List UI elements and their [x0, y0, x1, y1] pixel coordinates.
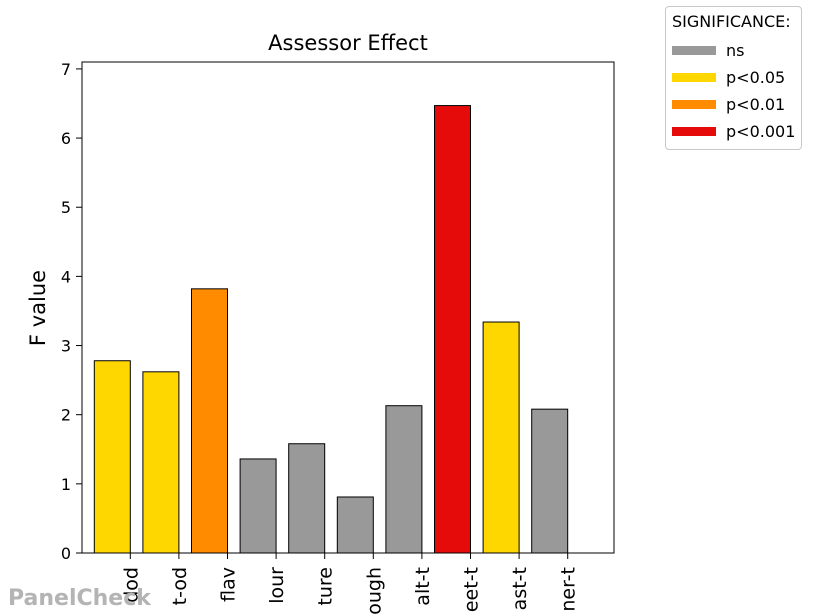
bar-ough: [336, 496, 374, 554]
bars: [93, 105, 569, 554]
y-tick-label: 4: [61, 267, 71, 286]
bar-dod: [93, 360, 131, 554]
y-axis-ticks: 0 1 2 3 4 5 6 7: [61, 60, 82, 563]
x-axis-ticks: dod t-od flav lour ture ough alt-t eet-t ast-t ne…: [120, 553, 580, 614]
legend-swatch: [672, 73, 716, 82]
x-tick-label: eet-t: [461, 567, 483, 612]
x-tick-label: ner-t: [558, 567, 580, 612]
legend-label: p<0.01: [726, 95, 786, 114]
y-axis-label: F value: [26, 270, 50, 346]
bar-eet-t: [434, 105, 471, 554]
legend-title: SIGNIFICANCE:: [672, 12, 791, 31]
x-tick-label: flav: [218, 567, 240, 602]
bar-ture: [288, 443, 326, 554]
legend-item: p<0.001: [672, 118, 795, 145]
x-tick-label: ast-t: [509, 567, 531, 610]
legend-item: ns: [672, 37, 795, 64]
y-tick-label: 5: [61, 198, 71, 217]
legend-swatch: [672, 100, 716, 109]
legend-label: ns: [726, 41, 745, 60]
bar-alt-t: [385, 405, 423, 554]
x-tick-label: t-od: [169, 567, 191, 605]
bar-lour: [239, 458, 277, 554]
y-tick-label: 2: [61, 406, 71, 425]
legend-swatch: [672, 46, 716, 55]
y-tick-label: 3: [61, 337, 71, 356]
bar-flav: [191, 288, 228, 554]
legend-swatch: [672, 127, 716, 136]
plot-area-frame: [81, 61, 615, 554]
legend-label: p<0.001: [726, 122, 796, 141]
chart-title: Assessor Effect: [268, 31, 428, 55]
x-tick-label: ough: [363, 567, 385, 614]
legend-item: p<0.01: [672, 91, 795, 118]
y-tick-label: 6: [61, 129, 71, 148]
x-tick-label: lour: [266, 567, 288, 604]
bar-ast-t: [482, 321, 520, 554]
bar-ner-t: [531, 408, 569, 554]
bar-t-od: [142, 371, 180, 554]
y-tick-label: 7: [61, 60, 71, 79]
x-tick-label: dod: [120, 567, 142, 603]
y-tick-label: 1: [61, 475, 71, 494]
legend-label: p<0.05: [726, 68, 786, 87]
legend-item: p<0.05: [672, 64, 795, 91]
y-tick-label: 0: [61, 544, 71, 563]
x-tick-label: alt-t: [412, 567, 434, 606]
significance-legend: SIGNIFICANCE: ns p<0.05 p<0.01 p<0.001: [665, 6, 803, 150]
x-tick-label: ture: [315, 567, 337, 606]
panelcheck-watermark: PanelCheck: [8, 586, 151, 611]
